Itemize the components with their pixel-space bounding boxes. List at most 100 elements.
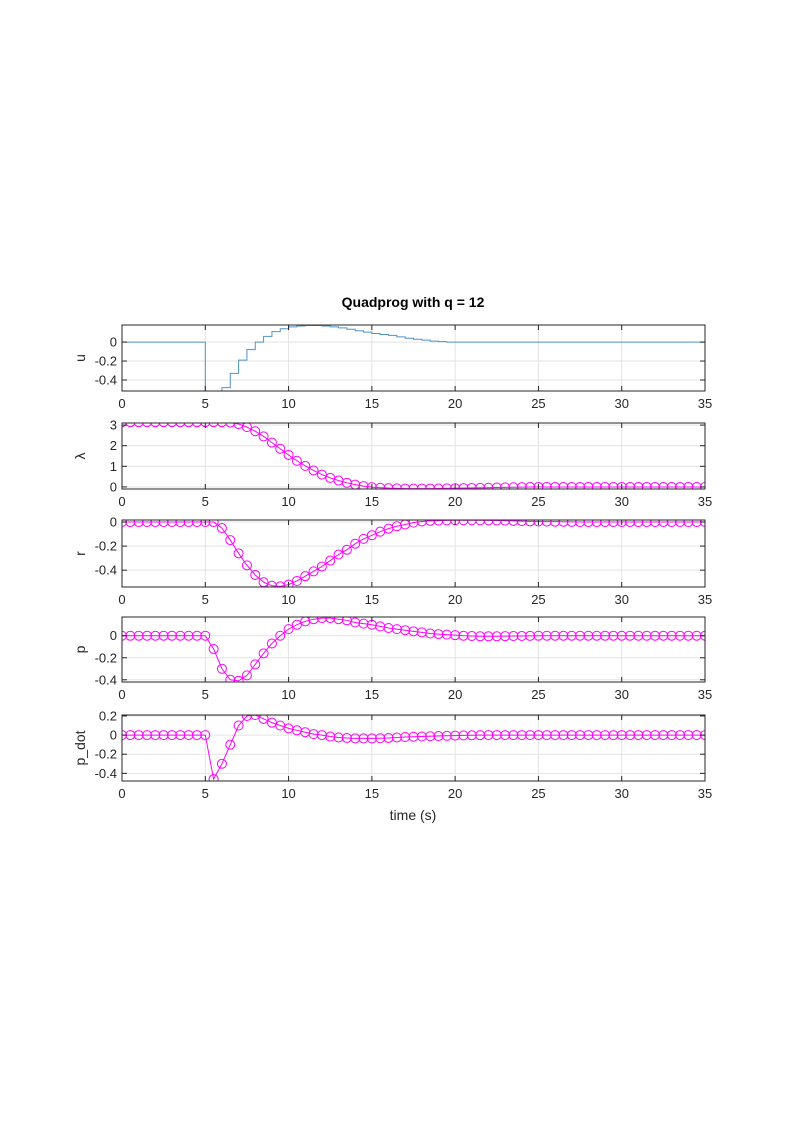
data-point-marker xyxy=(125,423,136,428)
data-point-marker xyxy=(391,732,402,743)
data-point-marker xyxy=(616,520,627,528)
x-tick-label: 15 xyxy=(365,396,379,411)
data-point-marker xyxy=(183,520,194,528)
data-point-marker xyxy=(175,423,186,428)
x-tick-label: 35 xyxy=(698,396,712,411)
data-point-marker xyxy=(142,423,152,428)
y-tick-label: -0.2 xyxy=(95,539,117,554)
y-tick-label: 0 xyxy=(110,515,117,530)
x-tick-label: 0 xyxy=(118,687,125,702)
data-point-marker xyxy=(375,733,386,744)
y-tick-label: 0 xyxy=(110,335,117,350)
data-point-marker xyxy=(433,483,444,489)
data-point-marker xyxy=(283,624,294,635)
data-point-marker xyxy=(650,630,661,641)
data-point-marker xyxy=(666,520,677,528)
data-point-marker xyxy=(325,555,336,566)
data-point-marker xyxy=(533,630,544,641)
data-point-marker xyxy=(383,732,394,743)
data-point-marker xyxy=(150,730,161,741)
data-point-marker xyxy=(683,730,694,741)
data-point-marker xyxy=(425,520,436,526)
x-tick-label: 0 xyxy=(118,592,125,607)
data-point-marker xyxy=(300,460,311,471)
data-point-marker xyxy=(500,631,511,642)
y-tick-label: 1 xyxy=(110,459,117,474)
series-u xyxy=(122,325,705,391)
data-point-marker xyxy=(350,733,361,744)
data-point-marker xyxy=(200,630,211,641)
y-axis-label: p xyxy=(72,645,88,653)
data-point-marker xyxy=(666,481,677,489)
data-point-marker xyxy=(566,520,577,527)
data-point-marker xyxy=(400,732,411,742)
data-point-marker xyxy=(650,520,661,528)
axes-box xyxy=(121,714,706,782)
data-point-marker xyxy=(558,520,569,527)
data-point-marker xyxy=(183,630,194,641)
series-p xyxy=(122,617,705,682)
data-point-marker xyxy=(675,630,686,641)
data-point-marker xyxy=(500,730,511,741)
data-point-marker xyxy=(675,730,686,741)
data-point-marker xyxy=(583,730,594,741)
x-tick-label: 30 xyxy=(614,786,628,801)
data-point-marker xyxy=(316,561,327,572)
y-tick-label: -0.2 xyxy=(95,747,117,762)
data-point-marker xyxy=(316,469,327,480)
x-tick-label: 10 xyxy=(281,494,295,509)
data-point-marker xyxy=(350,617,361,628)
data-point-marker xyxy=(283,449,294,460)
data-point-marker xyxy=(216,663,227,674)
data-point-marker xyxy=(250,426,261,437)
data-point-marker xyxy=(391,624,402,635)
data-point-marker xyxy=(175,520,186,528)
data-point-marker xyxy=(291,619,302,630)
series-r xyxy=(122,520,705,587)
data-point-marker xyxy=(616,730,627,741)
data-point-marker xyxy=(408,731,419,742)
data-point-marker xyxy=(316,730,327,741)
data-point-marker xyxy=(433,520,444,526)
data-point-marker xyxy=(541,481,552,489)
data-point-marker xyxy=(158,520,169,528)
data-point-marker xyxy=(641,630,652,641)
x-tick-label: 20 xyxy=(448,396,462,411)
data-point-marker xyxy=(133,630,144,641)
x-tick-label: 30 xyxy=(614,592,628,607)
x-tick-label: 15 xyxy=(365,494,379,509)
data-point-marker xyxy=(433,731,444,742)
data-point-marker xyxy=(466,482,477,489)
x-tick-label: 30 xyxy=(614,687,628,702)
data-point-marker xyxy=(475,631,486,642)
data-point-marker xyxy=(241,560,252,571)
data-point-marker xyxy=(491,482,502,489)
x-tick-label: 0 xyxy=(118,396,125,411)
data-point-marker xyxy=(675,520,686,528)
data-point-marker xyxy=(650,730,661,741)
data-point-marker xyxy=(600,630,611,641)
data-point-marker xyxy=(600,481,611,489)
data-point-marker xyxy=(150,520,161,528)
data-point-marker xyxy=(158,730,169,741)
data-point-marker xyxy=(566,730,577,741)
x-tick-label: 25 xyxy=(531,396,545,411)
data-point-marker xyxy=(658,481,669,489)
data-point-marker xyxy=(533,481,544,489)
data-point-marker xyxy=(683,630,694,641)
data-point-marker xyxy=(241,715,252,721)
data-point-marker xyxy=(383,483,394,489)
data-point-marker xyxy=(400,625,411,636)
data-point-marker xyxy=(450,630,461,641)
x-tick-label: 25 xyxy=(531,592,545,607)
x-tick-label: 5 xyxy=(202,494,209,509)
data-point-marker xyxy=(225,423,236,428)
data-point-marker xyxy=(391,483,402,489)
data-point-marker xyxy=(167,423,177,428)
data-point-marker xyxy=(216,758,227,769)
data-point-marker xyxy=(241,670,252,681)
data-point-marker xyxy=(550,630,561,641)
x-tick-label: 25 xyxy=(531,687,545,702)
data-point-marker xyxy=(500,520,511,526)
data-point-marker xyxy=(366,530,377,541)
